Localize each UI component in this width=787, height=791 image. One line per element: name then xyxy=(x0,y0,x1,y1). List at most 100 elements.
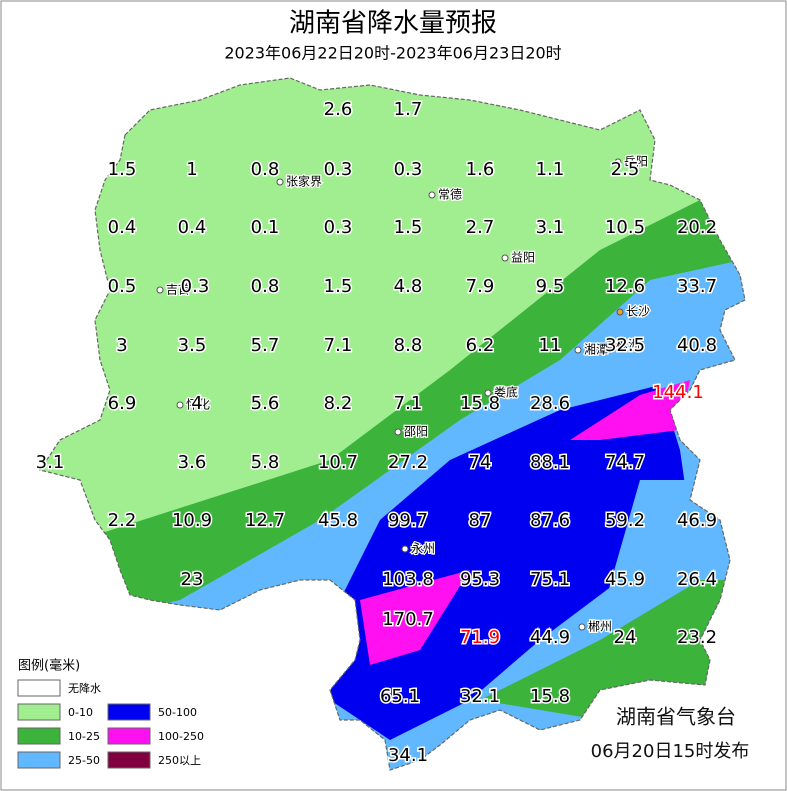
legend: 图例(毫米) 无降水 0-10 10-25 25-50 50-100 100-250 250… xyxy=(17,658,204,769)
rain-value: 23 xyxy=(181,569,204,590)
rain-value: 33.7 xyxy=(677,276,717,297)
rain-value: 32.1 xyxy=(460,686,500,707)
rain-value: 11 xyxy=(539,335,562,356)
rain-value: 65.1 xyxy=(380,686,420,707)
city-dot xyxy=(484,389,492,397)
rain-value: 12.7 xyxy=(245,510,285,531)
rain-value: 1.5 xyxy=(108,159,137,180)
city-label: 长沙 xyxy=(626,305,650,319)
rain-value: 0.3 xyxy=(394,159,423,180)
rain-value: 10.5 xyxy=(605,217,645,238)
rain-value: 59.2 xyxy=(605,510,645,531)
rain-value: 26.4 xyxy=(677,569,717,590)
rain-value: 0.5 xyxy=(108,276,137,297)
rain-value: 2.7 xyxy=(466,217,495,238)
rain-value: 8.2 xyxy=(324,393,353,414)
rain-value: 7.1 xyxy=(324,335,353,356)
city-label: 怀化 xyxy=(186,398,210,412)
rain-value: 3 xyxy=(116,335,127,356)
legend-swatch xyxy=(107,727,151,745)
rain-value: 3.1 xyxy=(36,452,65,473)
rain-value: 2.2 xyxy=(108,510,137,531)
rain-value: 10.7 xyxy=(318,452,358,473)
rain-value: 34.1 xyxy=(388,745,428,766)
rain-value: 95.3 xyxy=(460,569,500,590)
rain-value: 5.7 xyxy=(251,335,280,356)
city-label: 湘潭 xyxy=(584,342,608,357)
legend-label: 10-25 xyxy=(68,730,100,743)
rain-value: 40.8 xyxy=(677,335,717,356)
rain-value: 24 xyxy=(614,627,637,648)
rain-value: 103.8 xyxy=(382,569,434,590)
legend-label: 250以上 xyxy=(158,754,201,767)
rain-value: 8.8 xyxy=(394,335,423,356)
rain-value: 0.8 xyxy=(251,276,280,297)
rain-value: 1.1 xyxy=(536,159,565,180)
rain-value: 20.2 xyxy=(677,217,717,238)
legend-label: 0-10 xyxy=(68,706,93,719)
city-dot xyxy=(501,254,509,262)
legend-title: 图例(毫米) xyxy=(18,658,80,674)
issued: 06月20日15时发布 xyxy=(591,741,750,762)
rain-value: 74.7 xyxy=(605,452,645,473)
rain-value: 88.1 xyxy=(530,452,570,473)
rain-value: 23.2 xyxy=(677,627,717,648)
rain-value: 144.1 xyxy=(652,382,704,403)
rain-value: 0.3 xyxy=(324,217,353,238)
rain-value: 46.9 xyxy=(677,510,717,531)
rain-value: 7.1 xyxy=(394,393,423,414)
city-dot xyxy=(176,401,184,409)
city-label: 益阳 xyxy=(511,251,535,265)
rain-value: 44.9 xyxy=(530,627,570,648)
city-dot xyxy=(394,428,402,436)
rain-value: 99.7 xyxy=(388,510,428,531)
rain-value: 75.1 xyxy=(530,569,570,590)
rain-value: 0.4 xyxy=(108,217,137,238)
rain-value: 45.9 xyxy=(605,569,645,590)
city-label: 邵阳 xyxy=(404,425,428,439)
city-label: 永州 xyxy=(411,542,435,556)
legend-swatch xyxy=(17,703,61,721)
rain-value: 28.6 xyxy=(530,393,570,414)
province-outline xyxy=(39,77,746,771)
rain-value: 1.5 xyxy=(394,217,423,238)
rain-value: 0.3 xyxy=(324,159,353,180)
rain-value: 7.9 xyxy=(466,276,495,297)
legend-swatch xyxy=(107,703,151,721)
rain-value: 6.2 xyxy=(466,335,495,356)
city-dot xyxy=(156,286,164,294)
zone-100-250 xyxy=(360,570,470,665)
city-dot xyxy=(574,346,582,354)
rain-value: 15.8 xyxy=(460,393,500,414)
rain-value: 1.7 xyxy=(394,99,423,120)
rain-value: 5.6 xyxy=(251,393,280,414)
rain-value: 15.8 xyxy=(530,686,570,707)
rain-value: 12.6 xyxy=(605,276,645,297)
rain-value: 4.8 xyxy=(394,276,423,297)
legend-label: 100-250 xyxy=(158,730,204,743)
rain-value: 3.6 xyxy=(178,452,207,473)
rain-value: 3.1 xyxy=(536,217,565,238)
city-dot xyxy=(276,178,284,186)
rain-value: 6.9 xyxy=(108,393,137,414)
rain-value: 71.9 xyxy=(460,627,500,648)
subtitle: 2023年06月22日20时-2023年06月23日20时 xyxy=(224,44,561,63)
city-label: 岳阳 xyxy=(624,155,648,169)
rain-value: 170.7 xyxy=(382,609,434,630)
city-label: 吉首 xyxy=(166,283,190,297)
rain-value: 3.5 xyxy=(178,335,207,356)
rain-value: 87.6 xyxy=(530,510,570,531)
legend-label: 无降水 xyxy=(68,681,101,695)
legend-label: 25-50 xyxy=(68,754,100,767)
city-label: 郴州 xyxy=(588,620,612,634)
rain-value: 32.5 xyxy=(605,335,645,356)
city-dot xyxy=(401,545,409,553)
rain-value: 5.8 xyxy=(251,452,280,473)
city-dot xyxy=(616,308,624,316)
agency: 湖南省气象台 xyxy=(616,705,736,729)
city-label: 常德 xyxy=(438,187,462,202)
rain-value: 87 xyxy=(469,510,492,531)
legend-label: 50-100 xyxy=(158,706,197,719)
